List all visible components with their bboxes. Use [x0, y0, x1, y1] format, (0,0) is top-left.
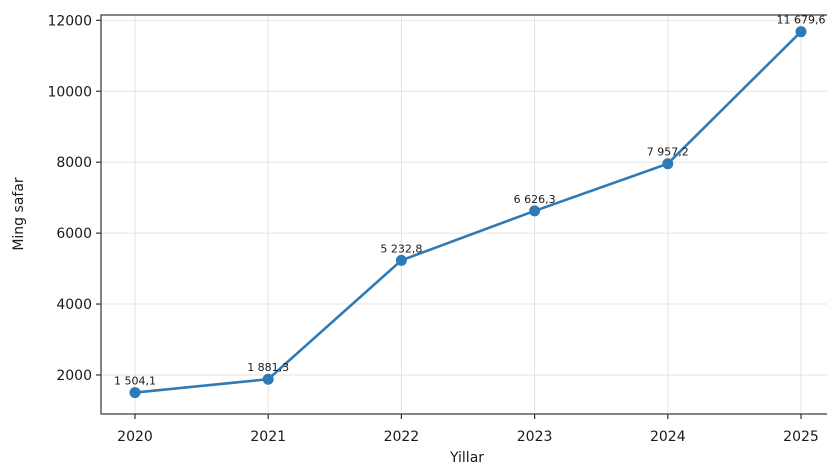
data-point	[662, 158, 674, 170]
data-label: 1 881,3	[247, 361, 289, 374]
data-points	[129, 26, 807, 399]
data-label: 11 679,6	[777, 14, 826, 27]
x-tick-label: 2020	[117, 429, 153, 445]
data-point	[262, 373, 274, 385]
data-label: 5 232,8	[380, 242, 422, 255]
x-axis: 2020 2021 2022 2023 2024 2025	[117, 414, 819, 445]
plot-area-frame	[100, 14, 827, 415]
data-point	[795, 26, 807, 38]
data-label: 1 504,1	[114, 375, 156, 388]
y-tick-label: 4000	[56, 297, 92, 313]
series-line	[133, 30, 803, 394]
x-tick-label: 2022	[384, 429, 420, 445]
data-label: 7 957,2	[647, 146, 689, 159]
data-point	[395, 254, 407, 266]
x-tick-label: 2024	[650, 429, 686, 445]
x-tick-label: 2025	[783, 429, 819, 445]
x-axis-label: Yillar	[449, 450, 484, 464]
x-tick-label: 2021	[250, 429, 286, 445]
data-point	[129, 387, 141, 399]
y-axis: 2000 4000 6000 8000 10000 12000	[47, 13, 101, 384]
y-tick-label: 2000	[56, 368, 92, 384]
y-tick-label: 8000	[56, 155, 92, 171]
grid-lines	[101, 15, 827, 414]
data-label: 6 626,3	[514, 193, 556, 206]
data-labels: 1 504,1 1 881,3 5 232,8 6 626,3 7 957,2 11 67…	[114, 14, 825, 388]
y-tick-label: 10000	[47, 84, 92, 100]
y-tick-label: 6000	[56, 226, 92, 242]
data-point	[529, 205, 541, 217]
x-tick-label: 2023	[517, 429, 553, 445]
y-axis-label: Ming safar	[11, 177, 27, 251]
y-tick-label: 12000	[47, 13, 92, 29]
